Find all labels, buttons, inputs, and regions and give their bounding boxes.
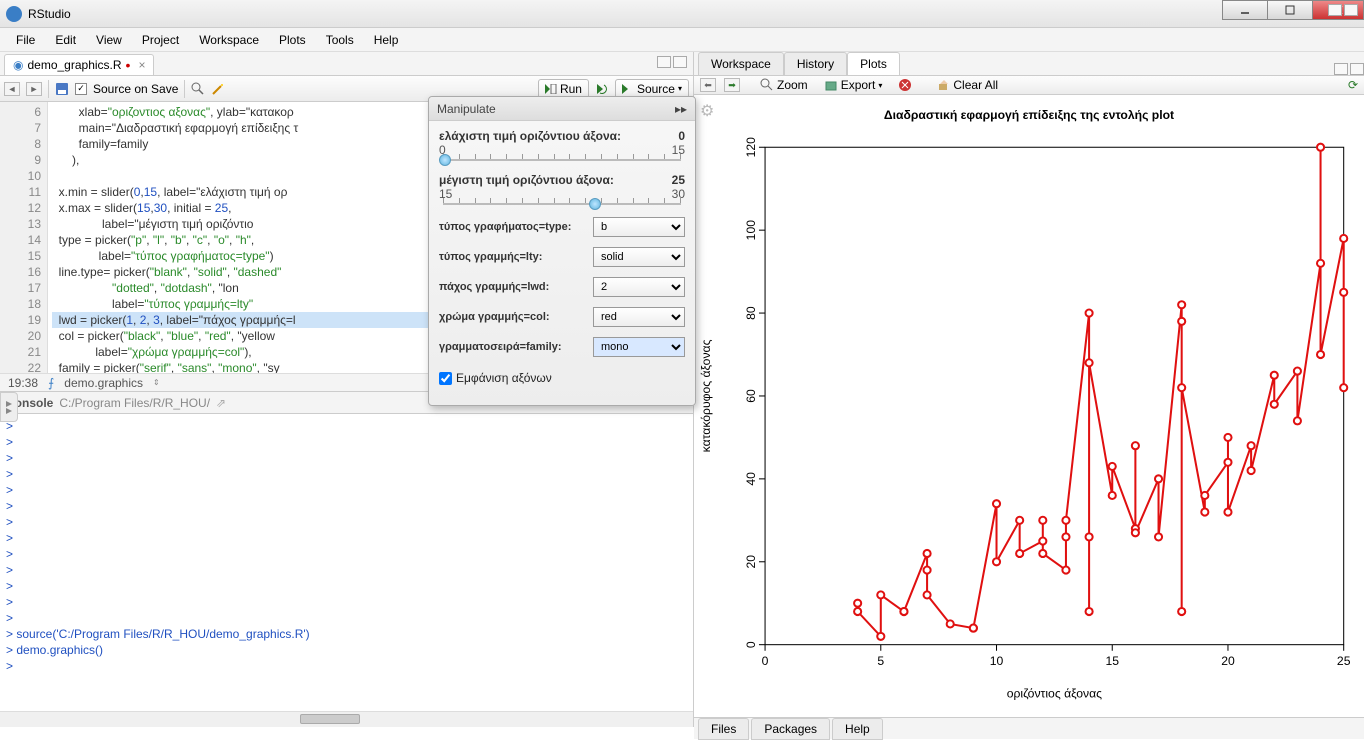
rt-min-icon[interactable] — [1334, 63, 1348, 75]
menu-help[interactable]: Help — [364, 30, 409, 50]
checkbox-axes[interactable] — [439, 372, 452, 385]
tab-workspace[interactable]: Workspace — [698, 52, 784, 75]
rerun-icon[interactable] — [595, 82, 609, 96]
plots-toolbar: ⬅ ➡ Zoom Export▾ Clear All ⟳ — [694, 76, 1364, 95]
console-max-icon[interactable] — [1344, 4, 1358, 16]
wand-icon[interactable] — [211, 82, 225, 96]
menu-file[interactable]: File — [6, 30, 45, 50]
select-type[interactable]: b — [593, 217, 685, 237]
svg-text:5: 5 — [877, 654, 884, 668]
source-on-save-label: Source on Save — [93, 82, 178, 96]
manipulate-title: Manipulate — [437, 102, 496, 116]
right-tabs: Workspace History Plots — [694, 52, 1364, 76]
menu-view[interactable]: View — [86, 30, 132, 50]
menu-plots[interactable]: Plots — [269, 30, 316, 50]
tab-plots[interactable]: Plots — [847, 52, 900, 75]
source-tab[interactable]: ◉ demo_graphics.R • × — [4, 54, 154, 75]
source-tab-label: demo_graphics.R — [27, 58, 121, 72]
pane-min-icon[interactable] — [657, 56, 671, 68]
clear-all-button[interactable]: Clear All — [932, 76, 1002, 94]
menu-workspace[interactable]: Workspace — [189, 30, 269, 50]
slider-xmax[interactable]: 1530 — [439, 189, 685, 207]
slider-xmin[interactable]: 015 — [439, 145, 685, 163]
tab-packages[interactable]: Packages — [751, 718, 830, 740]
tab-files[interactable]: Files — [698, 718, 749, 740]
console-min-icon[interactable] — [1328, 4, 1342, 16]
svg-text:15: 15 — [1105, 654, 1119, 668]
tab-help[interactable]: Help — [832, 718, 883, 740]
svg-text:10: 10 — [990, 654, 1004, 668]
manipulate-collapse-icon[interactable]: ▸▸ — [675, 102, 687, 116]
find-icon[interactable] — [191, 82, 205, 96]
svg-text:Διαδραστική εφαρμογή επίδειξης: Διαδραστική εφαρμογή επίδειξης της εντολ… — [884, 108, 1174, 122]
svg-text:οριζόντιος άξονας: οριζόντιος άξονας — [1007, 686, 1102, 700]
manipulate-panel: Manipulate▸▸ ελάχιστη τιμή οριζόντιου άξ… — [428, 96, 696, 406]
export-button[interactable]: Export▾ — [820, 76, 887, 94]
expand-handle[interactable] — [0, 392, 18, 422]
svg-text:20: 20 — [1221, 654, 1235, 668]
svg-text:κατακόρυφος άξονας: κατακόρυφος άξονας — [699, 339, 713, 452]
svg-text:40: 40 — [744, 472, 758, 486]
menubar: File Edit View Project Workspace Plots T… — [0, 28, 1364, 52]
tab-history[interactable]: History — [784, 52, 847, 75]
remove-plot-icon[interactable] — [894, 76, 916, 94]
bottom-right-tabs: Files Packages Help — [694, 717, 1364, 739]
select-col[interactable]: red — [593, 307, 685, 327]
svg-text:0: 0 — [744, 641, 758, 648]
menu-edit[interactable]: Edit — [45, 30, 86, 50]
select-lwd[interactable]: 2 — [593, 277, 685, 297]
select-lty[interactable]: solid — [593, 247, 685, 267]
zoom-button[interactable]: Zoom — [756, 76, 812, 94]
select-family[interactable]: mono — [593, 337, 685, 357]
menu-project[interactable]: Project — [132, 30, 189, 50]
source-on-save-checkbox[interactable]: ✓ — [75, 83, 87, 95]
plot-prev-icon[interactable]: ⬅ — [700, 78, 716, 92]
fwd-icon[interactable]: ► — [26, 82, 42, 96]
svg-text:120: 120 — [744, 137, 758, 158]
maximize-button[interactable] — [1267, 0, 1313, 20]
pane-max-icon[interactable] — [673, 56, 687, 68]
svg-text:60: 60 — [744, 389, 758, 403]
refresh-icon[interactable]: ⟳ — [1348, 78, 1358, 92]
manipulate-gear-icon[interactable]: ⚙ — [700, 101, 714, 121]
source-tabbar: ◉ demo_graphics.R • × — [0, 52, 693, 76]
svg-text:100: 100 — [744, 220, 758, 241]
console-hscroll[interactable] — [0, 711, 693, 727]
svg-text:25: 25 — [1337, 654, 1351, 668]
minimize-button[interactable] — [1222, 0, 1268, 20]
save-icon[interactable] — [55, 82, 69, 96]
cursor-pos: 19:38 — [8, 376, 38, 390]
console-body[interactable]: >>>>>>>>>>>>>> source('C:/Program Files/… — [0, 414, 693, 711]
plot-area: ⚙ Διαδραστική εφαρμογή επίδειξης της εντ… — [694, 95, 1364, 717]
svg-text:0: 0 — [762, 654, 769, 668]
app-icon — [6, 6, 22, 22]
scope-label: demo.graphics — [64, 376, 143, 390]
back-icon[interactable]: ◄ — [4, 82, 20, 96]
window-title: RStudio — [28, 7, 71, 21]
goto-dir-icon[interactable]: ⇗ — [216, 396, 226, 410]
rt-max-icon[interactable] — [1350, 63, 1364, 75]
menu-tools[interactable]: Tools — [316, 30, 364, 50]
svg-text:20: 20 — [744, 555, 758, 569]
plot-next-icon[interactable]: ➡ — [724, 78, 740, 92]
console-path: C:/Program Files/R/R_HOU/ — [59, 396, 210, 410]
console-panel: Console C:/Program Files/R/R_HOU/ ⇗ >>>>… — [0, 392, 693, 727]
close-tab-icon[interactable]: × — [138, 58, 145, 72]
titlebar: RStudio — [0, 0, 1364, 28]
svg-text:80: 80 — [744, 306, 758, 320]
